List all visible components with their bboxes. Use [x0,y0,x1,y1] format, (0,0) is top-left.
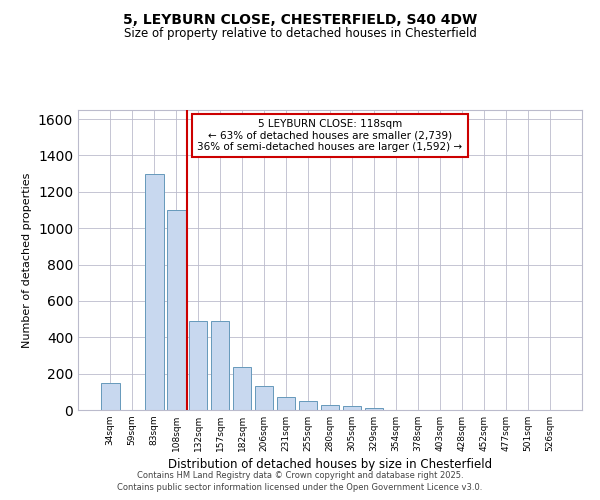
Bar [299,402,317,410]
X-axis label: Distribution of detached houses by size in Chesterfield: Distribution of detached houses by size … [168,458,492,471]
Text: Contains HM Land Registry data © Crown copyright and database right 2025.: Contains HM Land Registry data © Crown c… [137,471,463,480]
Bar [277,398,295,410]
Bar [320,404,340,410]
Bar [343,406,361,410]
Bar [189,321,208,410]
Text: Contains public sector information licensed under the Open Government Licence v3: Contains public sector information licen… [118,484,482,492]
Bar [211,321,229,410]
Bar [365,408,383,410]
Text: Size of property relative to detached houses in Chesterfield: Size of property relative to detached ho… [124,28,476,40]
Bar [101,383,119,410]
Bar [167,210,185,410]
Bar [255,386,274,410]
Bar [145,174,164,410]
Text: 5, LEYBURN CLOSE, CHESTERFIELD, S40 4DW: 5, LEYBURN CLOSE, CHESTERFIELD, S40 4DW [123,12,477,26]
Bar [233,368,251,410]
Text: 5 LEYBURN CLOSE: 118sqm
← 63% of detached houses are smaller (2,739)
36% of semi: 5 LEYBURN CLOSE: 118sqm ← 63% of detache… [197,119,463,152]
Y-axis label: Number of detached properties: Number of detached properties [22,172,32,348]
